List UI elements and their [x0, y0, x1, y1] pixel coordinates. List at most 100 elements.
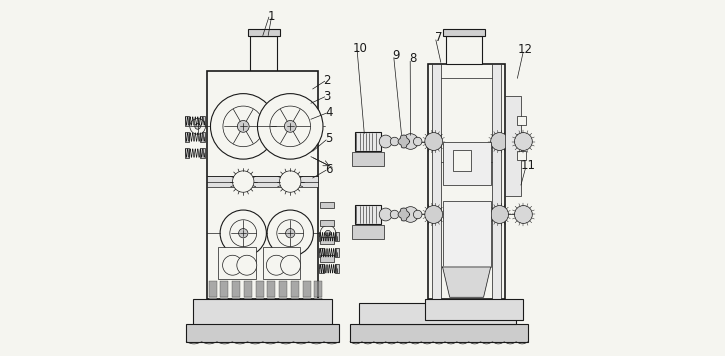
Bar [518, 151, 526, 160]
Bar [291, 298, 299, 301]
Circle shape [515, 205, 532, 224]
Text: 12: 12 [518, 43, 533, 56]
Circle shape [379, 208, 392, 221]
Circle shape [491, 205, 508, 224]
Bar [335, 232, 339, 241]
Bar [194, 299, 332, 326]
Text: 10: 10 [352, 42, 368, 54]
Circle shape [284, 120, 296, 132]
Bar [315, 298, 323, 301]
Bar [256, 281, 263, 297]
Bar [425, 299, 523, 320]
Circle shape [233, 171, 254, 192]
Bar [319, 248, 323, 257]
Bar [200, 116, 205, 126]
Bar [453, 150, 471, 171]
Bar [432, 64, 441, 299]
Circle shape [267, 210, 313, 256]
Bar [279, 298, 287, 301]
Circle shape [425, 205, 442, 224]
Bar [200, 132, 205, 142]
Bar [184, 132, 188, 142]
Bar [232, 281, 240, 297]
Bar [518, 134, 526, 142]
Bar [437, 78, 496, 162]
Bar [335, 264, 339, 273]
Circle shape [210, 94, 276, 159]
Circle shape [230, 220, 257, 247]
Text: 3: 3 [323, 90, 331, 103]
Bar [244, 298, 252, 301]
Bar [320, 255, 334, 262]
Bar [492, 64, 502, 299]
Text: 7: 7 [434, 31, 442, 44]
Bar [220, 298, 228, 301]
Bar [315, 281, 323, 297]
Bar [319, 264, 323, 273]
Bar [186, 324, 339, 342]
Bar [184, 148, 188, 158]
Circle shape [223, 106, 264, 147]
Bar [263, 247, 300, 279]
Circle shape [281, 255, 301, 275]
Bar [184, 116, 188, 126]
Polygon shape [442, 267, 491, 297]
Circle shape [239, 229, 248, 238]
Circle shape [220, 210, 266, 256]
Bar [355, 132, 381, 151]
Bar [279, 281, 287, 297]
Circle shape [413, 210, 422, 219]
Bar [268, 298, 276, 301]
Bar [335, 248, 339, 257]
Circle shape [515, 133, 532, 151]
Bar [359, 303, 515, 324]
Polygon shape [398, 135, 410, 148]
Bar [428, 64, 505, 299]
Circle shape [195, 124, 201, 129]
Circle shape [190, 119, 205, 134]
Bar [247, 29, 280, 36]
Circle shape [280, 171, 301, 192]
Circle shape [413, 137, 422, 146]
Circle shape [390, 137, 399, 146]
Bar [209, 298, 217, 301]
Text: 4: 4 [325, 106, 333, 119]
Bar [446, 36, 481, 64]
Bar [352, 152, 384, 166]
Bar [320, 237, 334, 244]
Text: 8: 8 [409, 52, 416, 65]
Bar [218, 247, 256, 279]
Bar [220, 281, 228, 297]
Bar [505, 96, 521, 196]
Bar [350, 324, 528, 342]
Bar [291, 281, 299, 297]
Circle shape [277, 220, 304, 247]
Bar [518, 116, 526, 125]
Circle shape [320, 225, 336, 241]
Circle shape [390, 210, 399, 219]
Bar [443, 29, 484, 36]
Bar [250, 36, 277, 71]
Circle shape [325, 230, 331, 236]
Polygon shape [398, 208, 410, 221]
Bar [268, 281, 276, 297]
Bar [244, 281, 252, 297]
Bar [207, 71, 318, 299]
Bar [303, 281, 310, 297]
Bar [434, 82, 500, 141]
Circle shape [402, 206, 418, 222]
Circle shape [237, 120, 249, 132]
Bar [207, 176, 318, 187]
Circle shape [379, 135, 392, 148]
Circle shape [237, 255, 257, 275]
Bar [319, 232, 323, 241]
Bar [442, 201, 491, 267]
Bar [303, 298, 310, 301]
Text: 5: 5 [325, 132, 332, 145]
Circle shape [286, 229, 295, 238]
Circle shape [266, 255, 286, 275]
Bar [320, 202, 334, 208]
Bar [209, 281, 217, 297]
Circle shape [257, 94, 323, 159]
Bar [256, 298, 263, 301]
